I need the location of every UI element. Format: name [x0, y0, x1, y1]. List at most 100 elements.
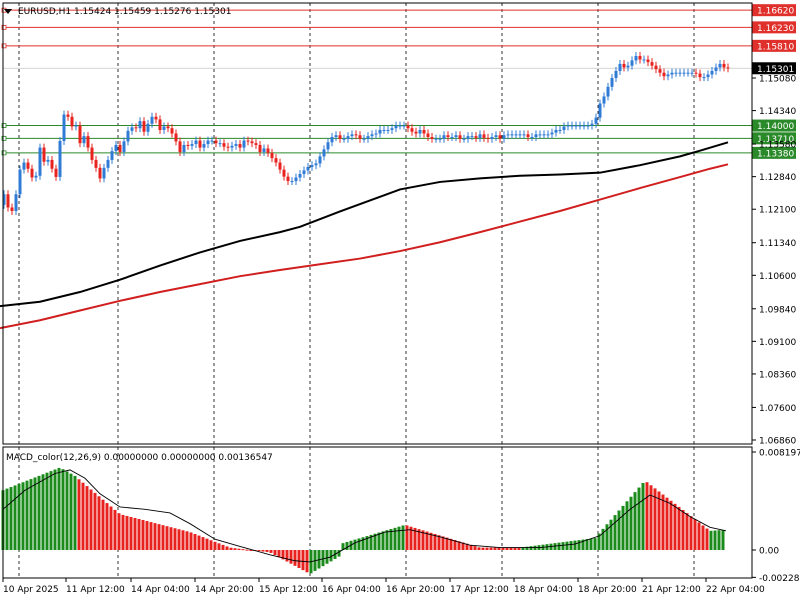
macd-histogram-bar: [485, 547, 489, 550]
candle-body: [426, 133, 430, 138]
level-handle[interactable]: [1, 123, 7, 128]
candle-body: [282, 169, 286, 177]
macd-histogram-bar: [301, 550, 305, 571]
candle-body: [78, 125, 82, 144]
candle-body: [298, 174, 302, 178]
time-tick-label: 21 Apr 12:00: [642, 585, 701, 595]
candle-body: [26, 162, 30, 169]
macd-histogram-bar: [409, 526, 413, 550]
macd-histogram-bar: [181, 530, 185, 550]
level-handle[interactable]: [1, 135, 7, 141]
candle-body: [346, 136, 350, 139]
candle-body: [214, 140, 218, 144]
price-tick-label: 1.09840: [759, 305, 796, 315]
macd-histogram-bar: [509, 547, 513, 550]
macd-histogram-bar: [361, 537, 365, 550]
candle-body: [618, 63, 622, 71]
candle-body: [162, 126, 166, 130]
candle-body: [550, 132, 554, 135]
macd-histogram-bar: [601, 528, 605, 550]
candle-body: [70, 116, 74, 127]
macd-histogram-bar: [529, 546, 533, 550]
macd-histogram-bar: [121, 514, 125, 550]
macd-histogram-bar: [101, 499, 105, 550]
candle-body: [698, 73, 702, 78]
level-handle[interactable]: [1, 43, 7, 49]
macd-histogram-bar: [605, 524, 609, 550]
macd-histogram-bar: [421, 530, 425, 550]
macd-histogram-bar: [221, 544, 225, 550]
fast-moving-average: [0, 141, 729, 308]
candle-body: [710, 70, 714, 75]
candle-body: [562, 126, 566, 130]
macd-histogram-bar: [269, 550, 273, 553]
macd-histogram-bar: [381, 531, 385, 550]
price-tick-label: 1.15080: [759, 75, 796, 85]
candle-body: [378, 129, 382, 134]
candle-body: [98, 167, 102, 179]
candle-body: [390, 128, 394, 130]
candle-body: [582, 125, 586, 127]
level-handle[interactable]: [1, 150, 7, 156]
candle-body: [702, 77, 706, 79]
candle-body: [522, 134, 526, 136]
macd-histogram-bar: [105, 503, 109, 550]
candle-body: [654, 65, 658, 70]
candle-body: [34, 175, 38, 178]
macd-histogram-bar: [33, 477, 37, 550]
candle-body: [350, 134, 354, 137]
macd-histogram-bar: [645, 482, 649, 550]
macd-histogram-bar: [229, 547, 233, 550]
time-tick-label: 18 Apr 04:00: [514, 585, 573, 595]
macd-info: MACD_color(12,26,9) 0.00000000 0.0000000…: [6, 453, 273, 463]
time-tick-label: 14 Apr 20:00: [195, 585, 254, 595]
price-tick-label: 1.14340: [759, 107, 796, 117]
price-tick-label: 1.13580: [759, 141, 796, 151]
macd-histogram-bar: [233, 548, 237, 550]
macd-histogram-bar: [289, 550, 293, 564]
candle-body: [418, 129, 422, 134]
macd-histogram-bar: [13, 485, 17, 550]
candle-body: [130, 127, 134, 131]
level-handle[interactable]: [1, 24, 7, 30]
triangle-down-icon[interactable]: [4, 9, 12, 14]
candle-body: [718, 63, 722, 68]
macd-histogram-bar: [117, 513, 121, 550]
candle-body: [242, 140, 246, 148]
level-price-label: 1.16230: [757, 24, 794, 34]
macd-histogram-bar: [45, 472, 49, 550]
level-price-label: 1.15810: [757, 42, 794, 52]
candle-body: [726, 67, 730, 69]
candle-body: [506, 134, 510, 136]
time-tick-label: 10 Apr 2025: [3, 585, 59, 595]
candle-body: [662, 72, 666, 77]
macd-histogram-bar: [609, 519, 613, 550]
candle-body: [290, 181, 294, 183]
candle-body: [642, 59, 646, 61]
candle-body: [670, 72, 674, 75]
macd-histogram-bar: [77, 479, 81, 550]
macd-histogram-bar: [93, 492, 97, 550]
macd-histogram-bar: [373, 533, 377, 550]
price-tick-label: 1.07600: [759, 404, 796, 414]
candle-body: [494, 135, 498, 138]
macd-histogram-bar: [513, 547, 517, 550]
candle-body: [398, 125, 402, 127]
macd-histogram-bar: [377, 532, 381, 550]
candle-body: [470, 136, 474, 138]
candle-body: [722, 63, 726, 68]
macd-histogram-bar: [713, 530, 717, 550]
candle-body: [146, 123, 150, 132]
candle-body: [218, 143, 222, 145]
macd-histogram-bar: [617, 510, 621, 550]
macd-histogram-bar: [677, 506, 681, 550]
macd-histogram-bar: [717, 530, 721, 550]
candle-body: [370, 134, 374, 137]
candle-body: [310, 165, 314, 167]
macd-histogram-bar: [641, 482, 645, 550]
current-price-tag: [752, 62, 796, 75]
level-price-tag: [752, 39, 796, 52]
candle-body: [198, 140, 202, 148]
candle-body: [422, 129, 426, 134]
